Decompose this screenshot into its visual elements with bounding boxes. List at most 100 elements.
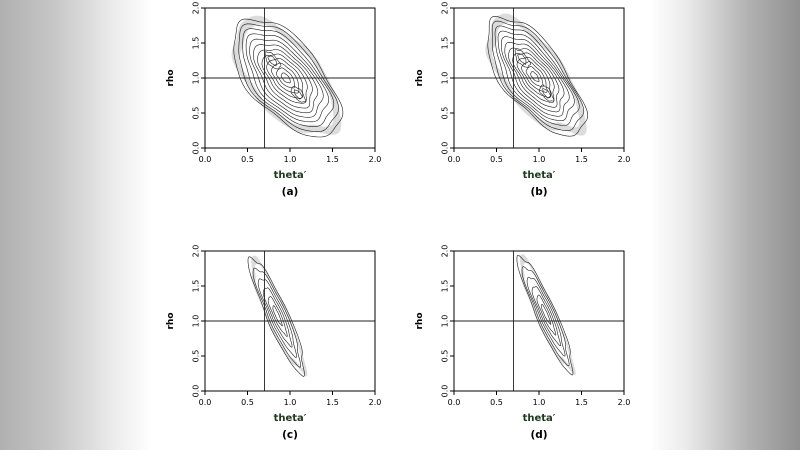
x-tick-label: 2.0 <box>617 398 630 407</box>
x-axis-label: theta′ <box>273 170 306 181</box>
x-tick-label: 0.0 <box>198 398 211 407</box>
y-tick-label: 0.0 <box>191 142 200 155</box>
y-tick-label: 1.0 <box>191 315 200 328</box>
contour-ring <box>245 33 329 123</box>
contour-ring <box>241 28 334 127</box>
x-tick-label: 0.5 <box>490 398 503 407</box>
contour-ring <box>275 67 295 89</box>
contour-ring <box>531 286 561 347</box>
y-tick-label: 0.5 <box>440 350 449 363</box>
contour-ring <box>516 254 573 376</box>
contour-plot-c: 0.0 0.5 1.0 1.5 2.0 0.0 0.5 1.0 1.5 2.0 rho theta′ (… <box>166 245 381 441</box>
y-tick-label: 0.0 <box>191 385 200 398</box>
inner-mode-contour <box>516 54 526 65</box>
y-tick-label: 0.5 <box>191 107 200 120</box>
y-tick-label: 0.5 <box>440 107 449 120</box>
contour-ring <box>487 15 588 137</box>
x-axis-label: theta′ <box>522 170 555 181</box>
y-tick-label: 1.5 <box>440 280 449 293</box>
inner-mode-contour <box>290 85 306 103</box>
inner-mode-contour <box>264 51 281 70</box>
x-tick-label: 1.0 <box>283 398 296 407</box>
y-tick-label: 1.5 <box>440 37 449 50</box>
x-axis-label: theta′ <box>522 413 555 424</box>
x-tick-label: 0.5 <box>241 398 254 407</box>
contour-ring <box>497 30 575 121</box>
contour-ring <box>270 62 299 94</box>
x-tick-label: 2.0 <box>617 155 630 164</box>
contour-ring <box>267 296 288 337</box>
contour-ring <box>504 41 564 113</box>
contour-figure-grid: 0.0 0.5 1.0 1.5 2.0 0.0 0.5 1.0 1.5 2.0 rho theta′ (… <box>152 0 650 450</box>
contour-ring <box>525 66 543 88</box>
x-tick-label: 1.5 <box>575 155 588 164</box>
inner-mode-contour <box>541 88 551 99</box>
panel-caption: (a) <box>281 186 298 198</box>
inner-mode-contour <box>266 55 277 67</box>
x-tick-label: 0.0 <box>198 155 211 164</box>
contour-ring <box>494 25 580 126</box>
contour-ring <box>521 266 570 367</box>
contour-ring <box>262 287 292 348</box>
contour-ring <box>516 56 551 98</box>
y-tick-label: 1.0 <box>191 72 200 85</box>
inner-mode-contour <box>514 49 531 68</box>
x-tick-label: 0.0 <box>447 155 460 164</box>
y-tick-label: 0.5 <box>191 350 200 363</box>
y-axis-label: rho <box>415 312 425 329</box>
x-tick-label: 0.5 <box>490 155 503 164</box>
y-tick-label: 1.0 <box>440 72 449 85</box>
contour-ring <box>257 278 297 358</box>
y-tick-label: 1.5 <box>191 280 200 293</box>
y-axis-label: rho <box>166 312 176 329</box>
contour-ring <box>265 58 303 99</box>
contour-ring <box>247 256 305 377</box>
x-tick-label: 2.0 <box>368 155 381 164</box>
y-axis-label: rho <box>166 69 176 86</box>
y-tick-label: 0.0 <box>440 385 449 398</box>
y-tick-label: 2.0 <box>440 245 449 258</box>
x-tick-label: 0.0 <box>447 398 460 407</box>
contour-ring <box>248 38 324 118</box>
panel-a: 0.0 0.5 1.0 1.5 2.0 0.0 0.5 1.0 1.5 2.0 rho theta′ (… <box>152 0 401 225</box>
x-tick-label: 1.5 <box>575 398 588 407</box>
contour-ring <box>280 72 291 84</box>
y-tick-label: 1.5 <box>191 37 200 50</box>
x-tick-label: 1.0 <box>532 398 545 407</box>
panel-c: 0.0 0.5 1.0 1.5 2.0 0.0 0.5 1.0 1.5 2.0 rho theta′ (… <box>152 225 401 450</box>
inner-mode-contour <box>538 84 554 102</box>
x-tick-label: 1.0 <box>532 155 545 164</box>
left-gradient-strip <box>0 0 152 450</box>
contour-ring <box>511 52 555 103</box>
contour-ring <box>520 61 548 93</box>
contour-ring <box>540 304 551 325</box>
y-tick-label: 2.0 <box>440 2 449 15</box>
panel-b: 0.0 0.5 1.0 1.5 2.0 0.0 0.5 1.0 1.5 2.0 rho theta′ (… <box>401 0 650 225</box>
right-gradient-strip <box>650 0 800 450</box>
panel-d: 0.0 0.5 1.0 1.5 2.0 0.0 0.5 1.0 1.5 2.0 rho theta′ (… <box>401 225 650 450</box>
contour-ring <box>261 53 308 104</box>
panel-caption: (c) <box>282 429 298 441</box>
x-tick-label: 0.5 <box>241 155 254 164</box>
contour-ring <box>252 44 318 114</box>
x-axis-label: theta′ <box>273 413 306 424</box>
contour-ring <box>252 267 301 368</box>
contour-ring <box>233 18 343 138</box>
y-tick-label: 0.0 <box>440 142 449 155</box>
contour-lines-group <box>484 13 588 137</box>
inner-mode-contour <box>293 89 302 100</box>
panel-caption: (d) <box>530 429 547 441</box>
contour-ring <box>500 36 570 117</box>
contour-lines-group <box>516 254 576 376</box>
contour-lines-group <box>247 255 307 377</box>
contour-ring <box>507 47 559 108</box>
y-tick-label: 1.0 <box>440 315 449 328</box>
panel-caption: (b) <box>530 186 547 198</box>
contour-ring <box>526 277 565 357</box>
contour-plot-d: 0.0 0.5 1.0 1.5 2.0 0.0 0.5 1.0 1.5 2.0 rho theta′ (… <box>415 245 630 441</box>
contour-ring <box>536 294 556 336</box>
y-tick-label: 2.0 <box>191 2 200 15</box>
contour-ring <box>237 23 339 132</box>
x-tick-label: 1.5 <box>326 155 339 164</box>
